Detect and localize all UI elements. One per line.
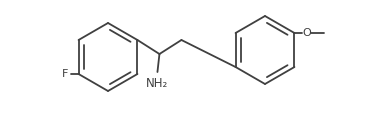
Text: F: F — [62, 69, 68, 79]
Text: NH₂: NH₂ — [146, 77, 169, 90]
Text: O: O — [302, 28, 311, 38]
